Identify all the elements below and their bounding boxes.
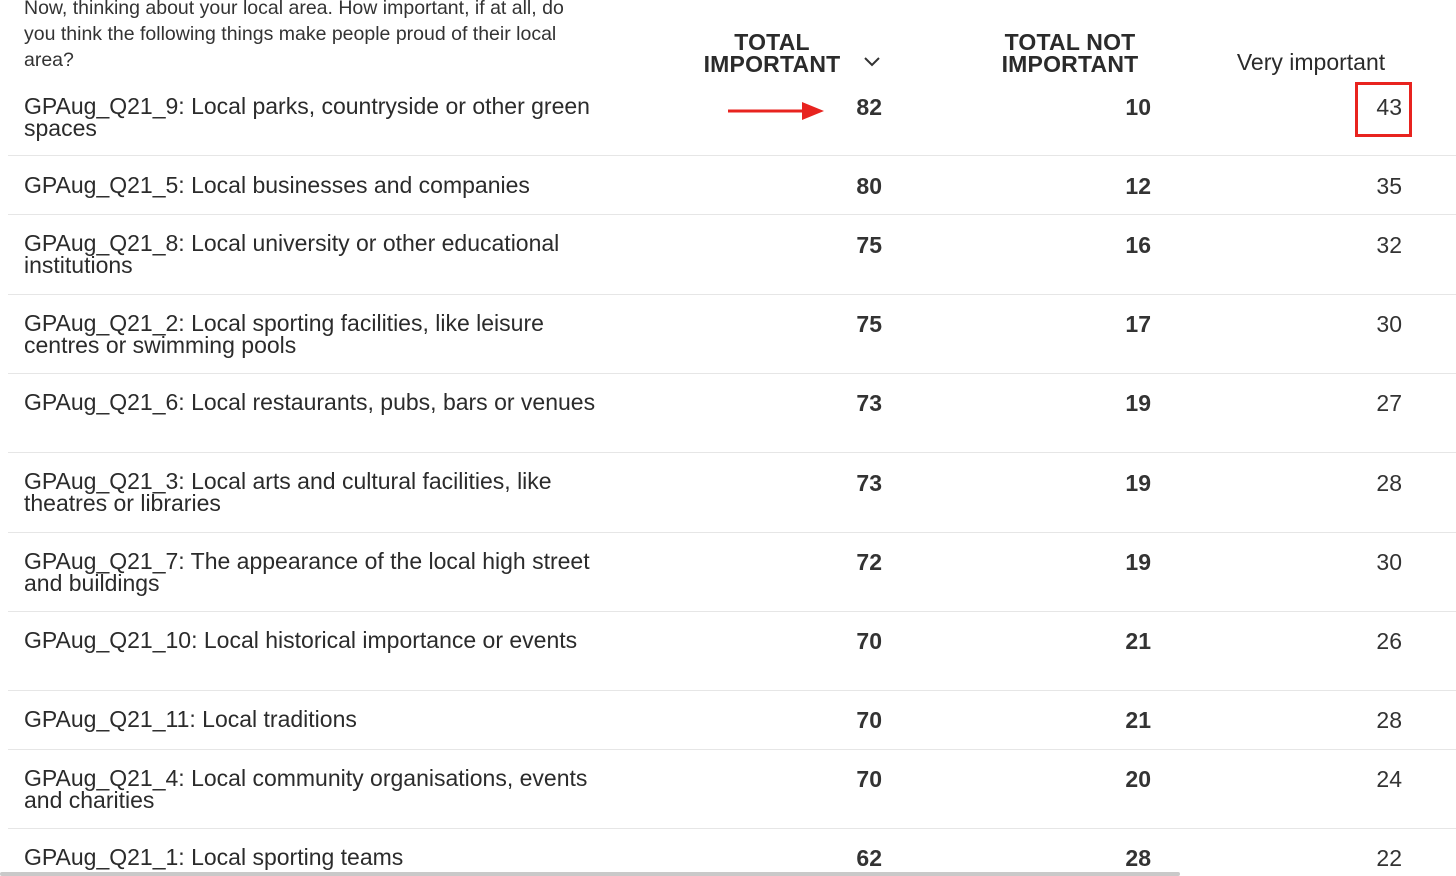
total-not-important-value: 19 bbox=[1125, 390, 1151, 416]
total-important-value: 70 bbox=[856, 707, 882, 733]
total-not-important-value: 21 bbox=[1125, 707, 1151, 733]
chevron-down-icon[interactable] bbox=[862, 55, 882, 69]
very-important-value: 24 bbox=[1376, 766, 1402, 792]
total-not-important-value: 10 bbox=[1125, 94, 1151, 120]
row-label: GPAug_Q21_4: Local community organisatio… bbox=[24, 765, 588, 813]
table-row: GPAug_Q21_7: The appearance of the local… bbox=[8, 532, 1456, 612]
table-row: GPAug_Q21_9: Local parks, countryside or… bbox=[8, 90, 1456, 156]
total-important-value: 73 bbox=[856, 470, 882, 496]
total-not-important-value: 28 bbox=[1125, 845, 1151, 871]
total-not-important-value: 17 bbox=[1125, 311, 1151, 337]
total-not-important-value: 19 bbox=[1125, 470, 1151, 496]
column-header-very-important[interactable]: Very important bbox=[1236, 49, 1386, 75]
very-important-value: 30 bbox=[1376, 311, 1402, 337]
table-row: GPAug_Q21_6: Local restaurants, pubs, ba… bbox=[8, 373, 1456, 453]
total-important-value: 70 bbox=[856, 628, 882, 654]
very-important-value: 22 bbox=[1376, 845, 1402, 871]
total-important-value: 72 bbox=[856, 549, 882, 575]
very-important-value: 32 bbox=[1376, 232, 1402, 258]
row-label: GPAug_Q21_5: Local businesses and compan… bbox=[24, 172, 530, 198]
row-label: GPAug_Q21_8: Local university or other e… bbox=[24, 230, 560, 278]
total-important-value: 75 bbox=[856, 311, 882, 337]
very-important-value: 26 bbox=[1376, 628, 1402, 654]
highlight-box bbox=[1355, 82, 1412, 137]
row-label: GPAug_Q21_7: The appearance of the local… bbox=[24, 548, 590, 596]
table-row: GPAug_Q21_5: Local businesses and compan… bbox=[8, 155, 1456, 215]
question-text: Now, thinking about your local area. How… bbox=[24, 0, 564, 71]
total-not-important-value: 21 bbox=[1125, 628, 1151, 654]
column-header-total-not-important[interactable]: TOTAL NOT IMPORTANT bbox=[1001, 29, 1139, 77]
very-important-value: 30 bbox=[1376, 549, 1402, 575]
very-important-value: 43 bbox=[1376, 94, 1402, 120]
table-row: GPAug_Q21_11: Local traditions 70 21 28 bbox=[8, 690, 1456, 750]
table-row: GPAug_Q21_1: Local sporting teams 62 28 … bbox=[8, 828, 1456, 872]
total-not-important-value: 12 bbox=[1125, 173, 1151, 199]
total-important-value: 73 bbox=[856, 390, 882, 416]
very-important-value: 35 bbox=[1376, 173, 1402, 199]
table-row: GPAug_Q21_4: Local community organisatio… bbox=[8, 749, 1456, 829]
total-not-important-value: 20 bbox=[1125, 766, 1151, 792]
row-label: GPAug_Q21_11: Local traditions bbox=[24, 706, 357, 732]
total-important-value: 80 bbox=[856, 173, 882, 199]
table-row: GPAug_Q21_8: Local university or other e… bbox=[8, 214, 1456, 295]
total-important-value: 82 bbox=[856, 94, 882, 120]
row-label: GPAug_Q21_9: Local parks, countryside or… bbox=[24, 93, 590, 141]
horizontal-scrollbar[interactable] bbox=[0, 872, 1180, 876]
total-not-important-value: 16 bbox=[1125, 232, 1151, 258]
very-important-value: 27 bbox=[1376, 390, 1402, 416]
row-label: GPAug_Q21_6: Local restaurants, pubs, ba… bbox=[24, 389, 596, 415]
row-label: GPAug_Q21_2: Local sporting facilities, … bbox=[24, 310, 544, 358]
table-row: GPAug_Q21_2: Local sporting facilities, … bbox=[8, 294, 1456, 374]
total-not-important-value: 19 bbox=[1125, 549, 1151, 575]
red-arrow-icon bbox=[728, 102, 824, 120]
very-important-value: 28 bbox=[1376, 470, 1402, 496]
column-header-total-important[interactable]: TOTAL IMPORTANT bbox=[703, 29, 841, 77]
table-row: GPAug_Q21_3: Local arts and cultural fac… bbox=[8, 452, 1456, 533]
row-label: GPAug_Q21_3: Local arts and cultural fac… bbox=[24, 468, 552, 516]
total-important-value: 75 bbox=[856, 232, 882, 258]
very-important-value: 28 bbox=[1376, 707, 1402, 733]
row-label: GPAug_Q21_1: Local sporting teams bbox=[24, 844, 404, 870]
total-important-value: 62 bbox=[856, 845, 882, 871]
row-label: GPAug_Q21_10: Local historical importanc… bbox=[24, 627, 578, 653]
total-important-value: 70 bbox=[856, 766, 882, 792]
table-row: GPAug_Q21_10: Local historical importanc… bbox=[8, 611, 1456, 691]
